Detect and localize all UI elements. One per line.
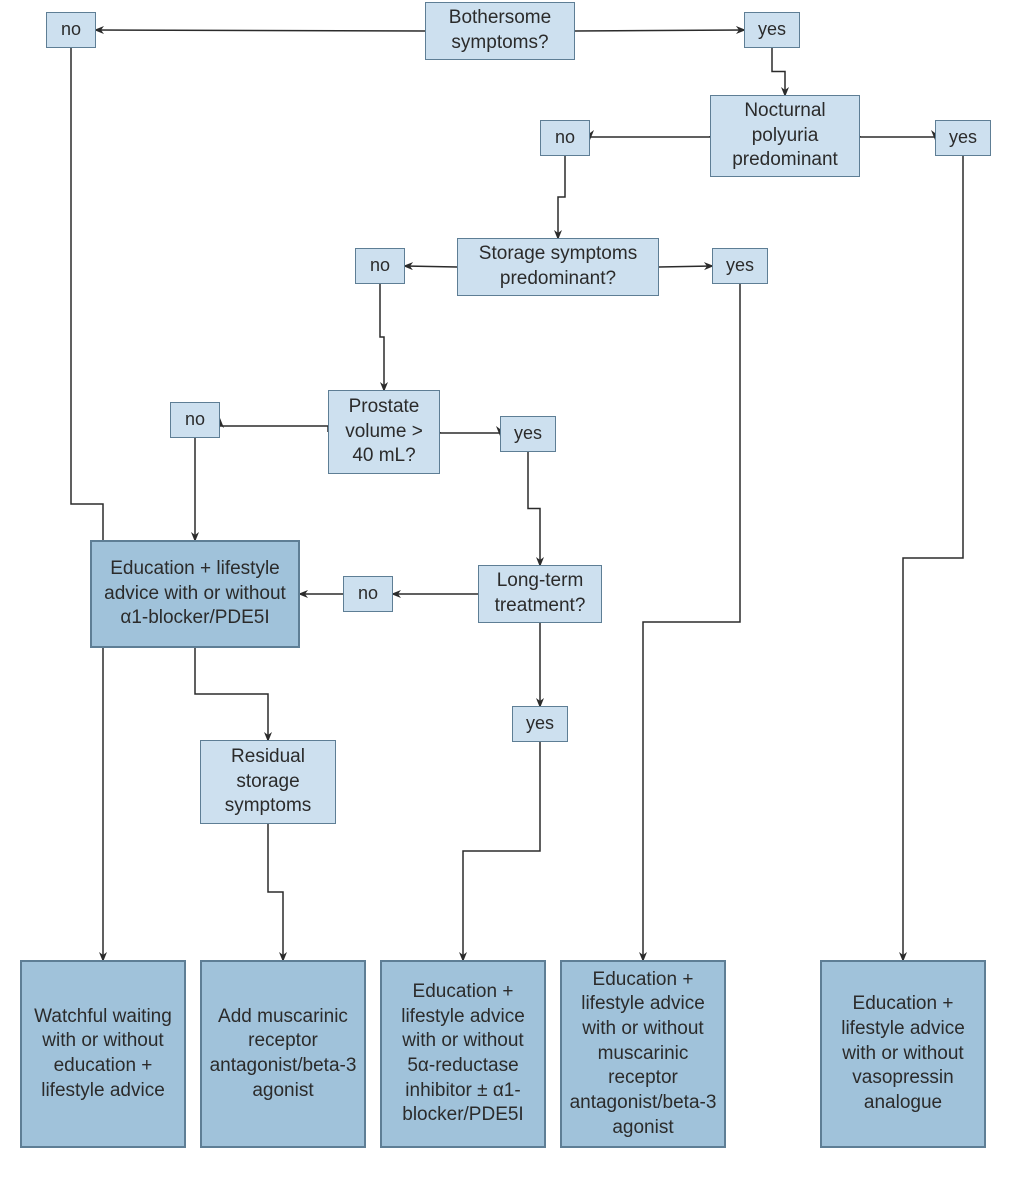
edge-yes_1-to-q_nocturnal	[772, 48, 785, 95]
node-yes_4: yes	[500, 416, 556, 452]
node-no_3: no	[355, 248, 405, 284]
edge-yes_3-to-out_storage	[643, 284, 740, 960]
edge-q_storage-to-yes_3	[659, 266, 712, 267]
edge-yes_4-to-q_longterm	[528, 452, 540, 565]
node-yes_5: yes	[512, 706, 568, 742]
edge-q_storage-to-no_3	[405, 266, 457, 267]
edge-q_nocturnal-to-no_2	[590, 136, 710, 138]
edge-yes_5-to-out_5a	[463, 742, 540, 960]
edge-no_2-to-q_storage	[558, 156, 565, 238]
node-q_longterm: Long-term treatment?	[478, 565, 602, 623]
node-no_5: no	[343, 576, 393, 612]
node-no_2: no	[540, 120, 590, 156]
edge-q_bothersome-to-no_1	[96, 30, 425, 31]
node-q_storage: Storage symptoms predominant?	[457, 238, 659, 296]
node-out_musc: Add muscarinic receptor antagonist/beta-…	[200, 960, 366, 1148]
edge-q_bothersome-to-yes_1	[575, 30, 744, 31]
edge-q_nocturnal-to-yes_2	[860, 136, 935, 138]
node-q_bothersome: Bothersome symptoms?	[425, 2, 575, 60]
edge-no_3-to-q_prostate	[380, 284, 384, 390]
node-yes_2: yes	[935, 120, 991, 156]
edge-yes_2-to-out_vaso	[903, 156, 963, 960]
node-out_watchful: Watchful waiting with or without educati…	[20, 960, 186, 1148]
node-q_prostate: Prostate volume > 40 mL?	[328, 390, 440, 474]
node-out_vaso: Education + lifestyle advice with or wit…	[820, 960, 986, 1148]
node-q_nocturnal: Nocturnal polyuria predominant	[710, 95, 860, 177]
edge-residual-to-out_musc	[268, 824, 283, 960]
node-out_storage: Education + lifestyle advice with or wit…	[560, 960, 726, 1148]
node-no_4: no	[170, 402, 220, 438]
node-edu_a1: Education + lifestyle advice with or wit…	[90, 540, 300, 648]
edge-edu_a1-to-residual	[195, 648, 268, 740]
node-no_1: no	[46, 12, 96, 48]
edge-q_prostate-to-no_4	[220, 420, 328, 432]
node-yes_1: yes	[744, 12, 800, 48]
edge-q_prostate-to-yes_4	[440, 432, 500, 434]
edge-no_1-to-out_watchful	[71, 48, 103, 960]
flowchart-stage: Bothersome symptoms? no yes Nocturnal polyu…	[0, 0, 1024, 1180]
node-residual: Residual storage symptoms	[200, 740, 336, 824]
node-yes_3: yes	[712, 248, 768, 284]
node-out_5a: Education + lifestyle advice with or wit…	[380, 960, 546, 1148]
